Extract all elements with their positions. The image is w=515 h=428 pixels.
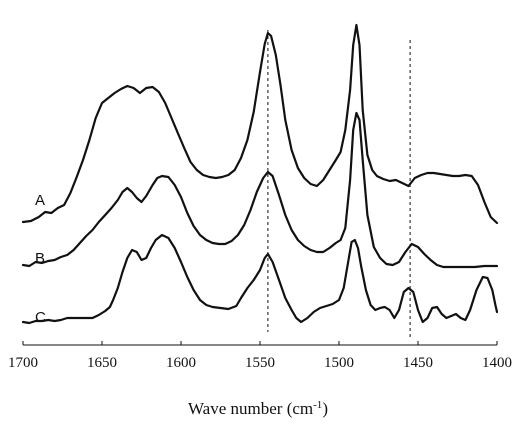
x-tick-label: 1650 (87, 355, 117, 371)
reference-lines (267, 30, 411, 338)
spectrum-trace-a (21, 23, 499, 225)
series-label-b: B (35, 250, 45, 267)
x-tick-label: 1500 (324, 355, 354, 371)
x-tick-label: 1450 (403, 355, 433, 371)
x-axis-title: Wave number (cm-1) (188, 399, 328, 418)
series-label-c: C (35, 309, 46, 326)
x-tick-label: 1400 (482, 355, 512, 371)
spectrum-traces (21, 23, 499, 325)
chart-axes: 1700 1650 1600 1550 1500 1450 1400 (8, 341, 512, 371)
spectrum-trace-b (21, 111, 499, 269)
series-label-a: A (35, 192, 45, 209)
x-tick-label: 1550 (245, 355, 275, 371)
spectrum-trace-c (21, 233, 499, 325)
series-labels: A B C (35, 192, 46, 326)
x-tick-label: 1700 (8, 355, 38, 371)
x-tick-label: 1600 (166, 355, 196, 371)
